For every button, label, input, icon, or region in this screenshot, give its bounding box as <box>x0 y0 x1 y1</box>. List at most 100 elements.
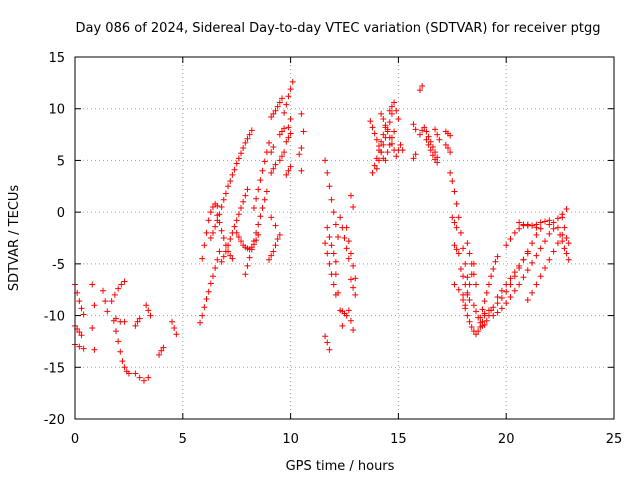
data-point <box>136 374 143 381</box>
data-point <box>382 157 389 164</box>
data-point <box>503 281 510 288</box>
y-tick-label: 0 <box>57 206 65 221</box>
data-point <box>285 124 292 131</box>
data-point <box>227 236 234 243</box>
data-point <box>436 136 443 143</box>
data-point <box>207 209 214 216</box>
data-point <box>335 289 342 296</box>
data-point <box>147 312 154 319</box>
data-point <box>272 161 279 168</box>
data-point <box>464 240 471 247</box>
data-point <box>240 198 247 205</box>
data-point <box>322 333 329 340</box>
data-point <box>470 302 477 309</box>
data-point <box>410 155 417 162</box>
data-point <box>347 317 354 324</box>
data-point <box>466 297 473 304</box>
data-point <box>171 324 178 331</box>
data-point <box>332 258 339 265</box>
data-point <box>559 238 566 245</box>
data-point <box>425 141 432 148</box>
data-point <box>326 260 333 267</box>
data-point <box>516 281 523 288</box>
data-point <box>227 178 234 185</box>
data-point <box>507 293 514 300</box>
data-point <box>444 145 451 152</box>
data-point <box>498 305 505 312</box>
data-point <box>457 266 464 273</box>
data-point <box>473 331 480 338</box>
data-point <box>507 236 514 243</box>
data-point <box>78 305 85 312</box>
data-point <box>276 99 283 106</box>
data-point <box>470 271 477 278</box>
data-point <box>542 218 549 225</box>
data-point <box>298 167 305 174</box>
data-point <box>278 128 285 135</box>
data-point <box>507 275 514 282</box>
data-point <box>218 203 225 210</box>
data-point <box>533 231 540 238</box>
x-tick-label: 15 <box>390 432 407 447</box>
data-point <box>322 240 329 247</box>
data-point <box>229 171 236 178</box>
data-point <box>328 196 335 203</box>
data-point <box>231 223 238 230</box>
data-point <box>550 225 557 232</box>
data-point <box>268 214 275 221</box>
data-point <box>218 227 225 234</box>
data-point <box>490 266 497 273</box>
data-point <box>111 291 118 298</box>
data-point <box>561 245 568 252</box>
data-point <box>557 231 564 238</box>
data-point <box>494 309 501 316</box>
data-point <box>121 278 128 285</box>
data-point <box>481 321 488 328</box>
data-point <box>483 289 490 296</box>
data-point <box>384 149 391 156</box>
data-point <box>554 215 561 222</box>
data-point <box>272 107 279 114</box>
data-point <box>460 245 467 252</box>
data-point <box>345 255 352 262</box>
data-point <box>125 370 132 377</box>
data-point <box>268 252 275 259</box>
data-point <box>447 132 454 139</box>
y-tick-label: -10 <box>44 310 65 325</box>
data-point <box>238 150 245 157</box>
data-point <box>250 205 257 212</box>
data-point <box>462 260 469 267</box>
data-point <box>91 302 98 309</box>
data-point <box>330 281 337 288</box>
data-point <box>412 126 419 133</box>
x-tick-label: 25 <box>606 432 623 447</box>
data-point <box>220 253 227 260</box>
data-point <box>391 128 398 135</box>
data-point <box>289 78 296 85</box>
data-point <box>337 214 344 221</box>
data-point <box>378 110 385 117</box>
data-point <box>274 103 281 110</box>
data-point <box>378 149 385 156</box>
data-point <box>332 221 339 228</box>
data-point <box>475 328 482 335</box>
data-point <box>350 203 357 210</box>
data-point <box>391 99 398 106</box>
data-point <box>485 307 492 314</box>
data-point <box>235 211 242 218</box>
data-point <box>115 338 122 345</box>
data-point <box>388 134 395 141</box>
data-point <box>270 110 277 117</box>
data-point <box>533 221 540 228</box>
data-point <box>423 128 430 135</box>
data-point <box>199 255 206 262</box>
data-point <box>516 219 523 226</box>
data-point <box>341 235 348 241</box>
data-point <box>140 377 147 384</box>
data-point <box>263 188 270 195</box>
data-point <box>108 298 115 305</box>
data-point <box>244 186 251 193</box>
data-point <box>481 298 488 305</box>
data-point <box>278 153 285 160</box>
data-point <box>477 319 484 326</box>
